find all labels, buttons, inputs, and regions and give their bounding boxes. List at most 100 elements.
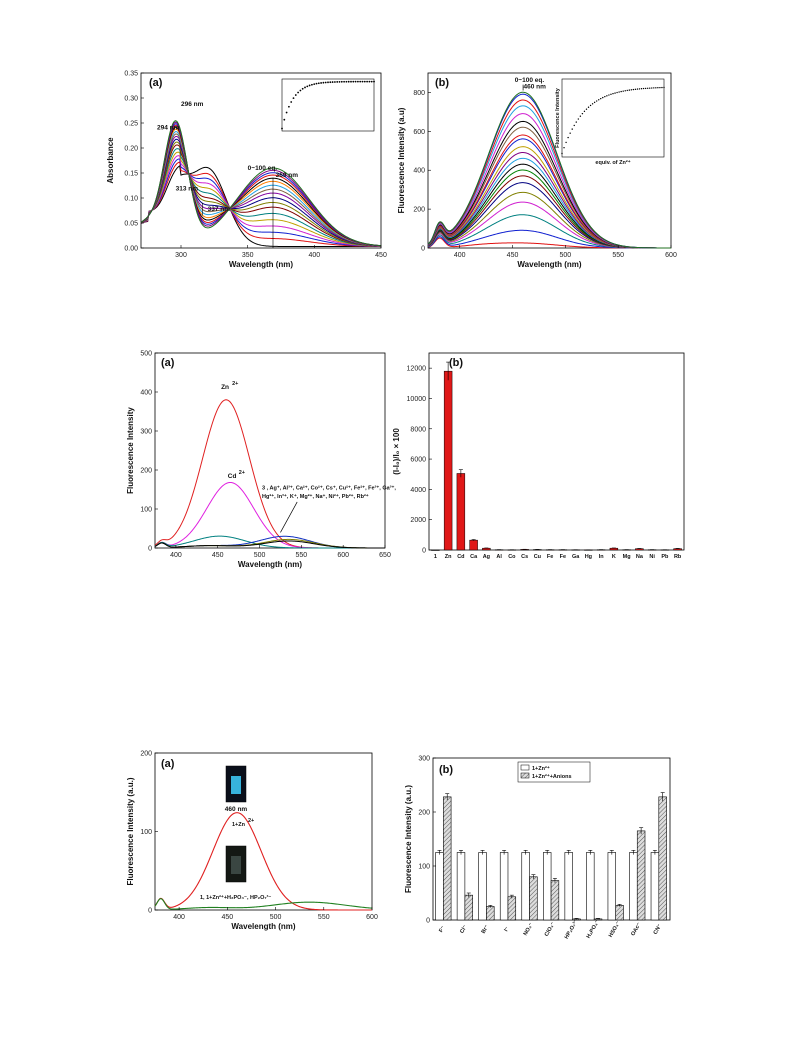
inset-point — [370, 80, 373, 83]
inset-point — [569, 132, 571, 134]
inset-point — [334, 81, 336, 83]
inset-point — [361, 80, 364, 83]
x-tick-label: 500 — [560, 252, 572, 259]
legend-swatch — [520, 764, 530, 771]
series-label-cd: Cd — [228, 473, 237, 480]
category-label: Hg — [585, 554, 592, 560]
inset-point — [283, 118, 286, 121]
bar-zn — [499, 852, 509, 921]
superscript: 2+ — [232, 381, 238, 387]
bar-anion — [615, 905, 624, 921]
absorbance-series — [140, 164, 381, 247]
inset-point — [579, 115, 582, 117]
category-label: Co — [508, 554, 516, 560]
inset-point — [646, 87, 649, 89]
inset-point — [575, 121, 577, 123]
inset-point — [612, 92, 614, 95]
inset-point — [336, 81, 339, 83]
y-tick-label: 200 — [140, 468, 152, 475]
y-tick-label: 800 — [413, 90, 425, 97]
x-tick-label: 600 — [366, 914, 378, 921]
category-label: Ni — [649, 554, 655, 560]
inset-point — [368, 80, 371, 83]
y-axis-title: Fluorescence Intensity (a.u.) — [404, 785, 413, 893]
annotation: 313 nm — [176, 186, 199, 193]
category-label: Cs — [521, 554, 528, 560]
inset-point — [315, 82, 318, 85]
absorbance-series — [140, 121, 382, 247]
x-tick-label: 450 — [375, 252, 387, 259]
y-tick-label: 10000 — [407, 396, 427, 403]
inset-point — [614, 92, 616, 94]
inset-point — [347, 80, 350, 83]
cuvette-dim — [231, 856, 241, 874]
y-tick-label: 400 — [140, 390, 152, 397]
category-label: Mg — [623, 554, 631, 560]
category-label: H₂PO₄⁻ — [586, 919, 601, 939]
chart-row2-b: 1 Zn Cd Ca Ag Al Co Cs Cu Fe Fe Ga Hg In K Mg Na Ni Pb Rb 0 2… — [392, 352, 685, 560]
ion-list: 3 , Ag⁺, Al³⁺, Ca²⁺, Co²⁺, Cs⁺, Cu²⁺, Fe… — [262, 485, 396, 492]
y-axis-title: Fluorescence Intensity (a.u) — [397, 107, 406, 213]
x-tick-label: 650 — [379, 552, 391, 559]
inset-point — [583, 110, 586, 113]
x-axis-title: Wavelength (nm) — [238, 560, 302, 569]
inset-point — [581, 112, 584, 115]
x-axis-title: Wavelength (nm) — [517, 260, 581, 269]
spectrum-series — [154, 898, 373, 910]
inset-point — [591, 103, 594, 105]
legend-swatch — [520, 772, 530, 779]
inset-point — [663, 86, 665, 89]
bar-zn — [586, 852, 595, 921]
absorbance-series — [140, 148, 382, 247]
y-tick-label: 0.20 — [124, 146, 138, 153]
absorbance-series — [140, 158, 382, 247]
plot-frame — [428, 352, 685, 551]
panel-label: (a) — [161, 357, 175, 369]
inset-point — [577, 118, 580, 120]
inset-point — [331, 81, 334, 83]
category-label: HP₂O₇³⁻ — [563, 918, 580, 940]
bar — [469, 539, 478, 551]
x-tick-label: 550 — [318, 914, 330, 921]
category-label: In — [599, 554, 605, 560]
spectrum-series — [154, 399, 385, 549]
bar-zn — [607, 852, 617, 921]
panel-label: (a) — [149, 77, 163, 89]
bar-zn — [650, 852, 660, 921]
x-tick-label: 600 — [337, 552, 349, 559]
inset-point — [354, 80, 357, 83]
inset-point — [628, 89, 631, 91]
category-label: Rb — [674, 554, 682, 560]
inset-point — [638, 88, 641, 90]
category-label: ClO₄⁻ — [544, 921, 557, 937]
inset-point — [311, 83, 313, 86]
bar-anion — [443, 796, 452, 921]
inset-point — [604, 95, 606, 98]
inset-point — [350, 80, 352, 83]
y-tick-label: 0.00 — [124, 246, 138, 253]
absorbance-series — [140, 138, 382, 247]
y-tick-label: 0 — [421, 246, 425, 253]
y-tick-label: 0 — [148, 908, 152, 915]
inset-point — [610, 93, 612, 96]
y-tick-label: 0.15 — [124, 171, 138, 178]
x-tick-label: 500 — [254, 552, 266, 559]
category-label: Fe — [560, 554, 566, 560]
fluorescence-series — [427, 91, 671, 249]
x-tick-label: 600 — [665, 252, 677, 259]
inset-point — [573, 124, 575, 127]
y-tick-label: 0 — [148, 546, 152, 553]
bar-zn — [456, 852, 466, 921]
inset-point — [345, 80, 348, 83]
y-tick-label: 300 — [418, 756, 430, 763]
plot-frame — [427, 72, 672, 249]
inset-point — [359, 80, 362, 83]
y-tick-label: 400 — [413, 168, 425, 175]
bar — [431, 549, 440, 551]
inset-point — [653, 87, 655, 89]
chart-row3-b: F⁻ Cl⁻ Br⁻ I⁻ NO₃⁻ ClO₄⁻ HP₂O₇³⁻ H₂PO₄⁻ HSO₄⁻ OAc… — [404, 756, 671, 940]
panel-label: (a) — [161, 758, 175, 770]
inset-point — [587, 106, 590, 108]
bar-anion — [486, 906, 495, 921]
inset-point — [373, 80, 375, 83]
